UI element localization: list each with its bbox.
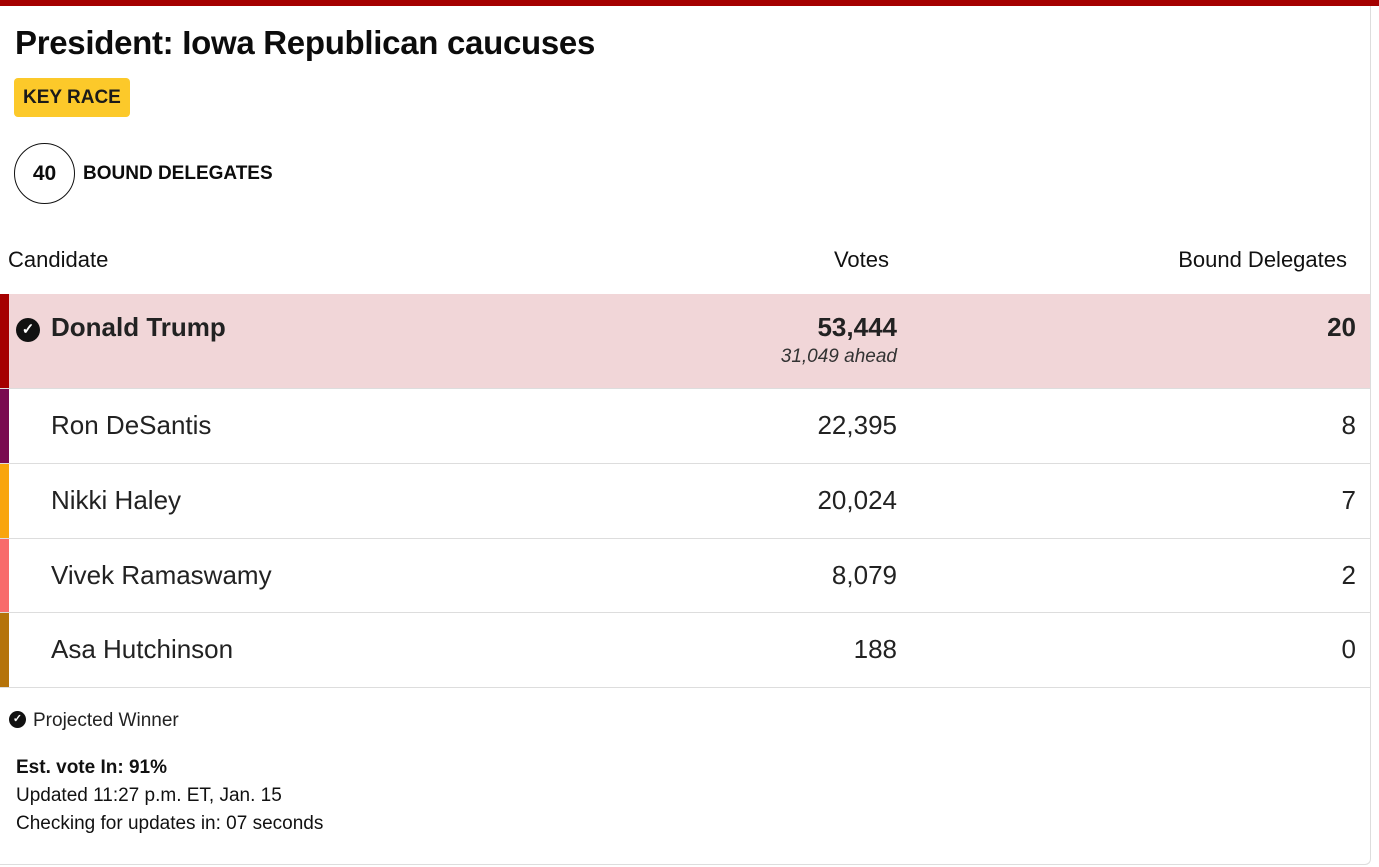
candidate-name: Nikki Haley: [51, 485, 182, 515]
legend-projected-winner: Projected Winner: [33, 710, 179, 731]
delegate-count: 40: [14, 143, 75, 204]
candidate-delegates: 20: [1327, 312, 1356, 342]
check-icon: ✓: [9, 711, 26, 728]
candidate-votes: 53,444: [817, 312, 897, 342]
table-row: ✓ Donald Trump 53,444 20: [0, 294, 1370, 389]
party-color-bar: [0, 464, 9, 538]
table-row: Asa Hutchinson 188 0: [0, 613, 1370, 688]
key-race-badge: KEY RACE: [14, 78, 130, 117]
update-countdown: Checking for updates in: 07 seconds: [16, 813, 324, 834]
header-candidate: Candidate: [8, 247, 109, 272]
candidate-votes: 8,079: [831, 560, 897, 590]
delegate-label: BOUND DELEGATES: [83, 163, 273, 184]
est-vote-in: Est. vote In: 91%: [16, 757, 167, 778]
accent-bar: [0, 0, 1379, 6]
candidate-delegates: 2: [1341, 560, 1356, 590]
candidate-votes: 22,395: [817, 410, 897, 440]
candidate-name: Asa Hutchinson: [51, 634, 234, 664]
party-color-bar: [0, 613, 9, 687]
candidate-name: Donald Trump: [51, 312, 226, 342]
party-color-bar: [0, 539, 9, 612]
check-icon: ✓: [16, 318, 40, 342]
party-color-bar: [0, 294, 9, 388]
table-row: Ron DeSantis 22,395 8: [0, 389, 1370, 464]
candidate-name: Ron DeSantis: [51, 410, 212, 440]
table-row: Vivek Ramaswamy 8,079 2: [0, 539, 1370, 613]
candidate-delegates: 8: [1341, 410, 1356, 440]
party-color-bar: [0, 389, 9, 463]
candidate-delegates: 7: [1341, 485, 1356, 515]
header-delegates: Bound Delegates: [1178, 247, 1347, 272]
lead-margin: 31,049 ahead: [780, 346, 897, 367]
candidate-votes: 188: [853, 634, 897, 664]
page-title: President: Iowa Republican caucuses: [15, 24, 596, 61]
updated-time: Updated 11:27 p.m. ET, Jan. 15: [16, 785, 282, 806]
candidate-name: Vivek Ramaswamy: [51, 560, 272, 590]
table-row: Nikki Haley 20,024 7: [0, 464, 1370, 539]
candidate-votes: 20,024: [817, 485, 897, 515]
candidate-delegates: 0: [1341, 634, 1356, 664]
header-votes: Votes: [833, 247, 889, 272]
